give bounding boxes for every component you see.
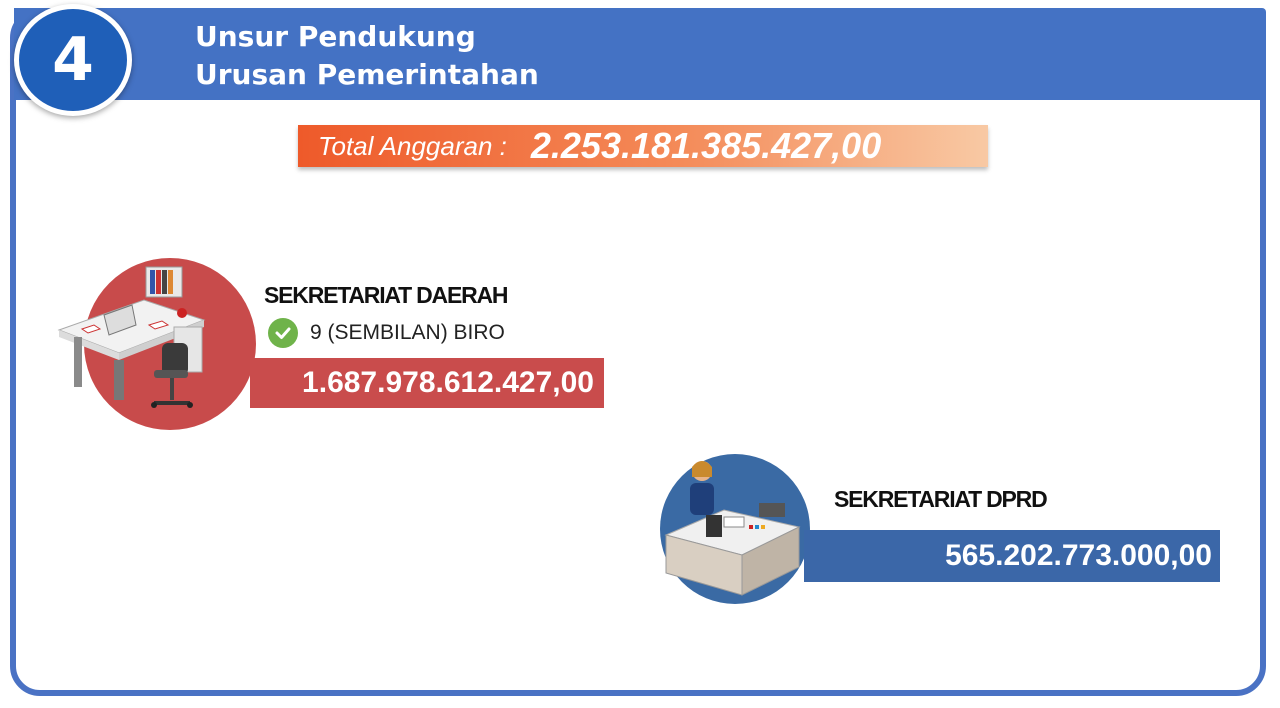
title-line-2: Urusan Pemerintahan xyxy=(195,58,539,91)
total-budget-bar: Total Anggaran : 2.253.181.385.427,00 xyxy=(298,125,988,167)
dprd-name: SEKRETARIAT DPRD xyxy=(834,486,1048,512)
receptionist-desk-icon xyxy=(664,461,801,596)
check-icon xyxy=(268,318,298,348)
office-desk-icon xyxy=(57,266,206,408)
header-bar xyxy=(14,8,1266,100)
title-line-1: Unsur Pendukung xyxy=(195,20,476,53)
total-budget-label: Total Anggaran : xyxy=(318,130,507,161)
section-number: 4 xyxy=(52,25,94,95)
sekda-detail-row: 9 (SEMBILAN) BIRO xyxy=(268,318,505,348)
sekda-amount-bar: 1.687.978.612.427,00 xyxy=(250,358,604,408)
total-budget-value: 2.253.181.385.427,00 xyxy=(530,125,882,166)
sekda-name: SEKRETARIAT DAERAH xyxy=(264,282,509,308)
section-number-badge: 4 xyxy=(14,4,132,116)
sekda-amount: 1.687.978.612.427,00 xyxy=(302,366,594,399)
page-title: Unsur Pendukung Urusan Pemerintahan xyxy=(195,18,539,94)
dprd-amount: 565.202.773.000,00 xyxy=(945,539,1212,572)
sekda-detail: 9 (SEMBILAN) BIRO xyxy=(310,321,505,344)
dprd-amount-bar: 565.202.773.000,00 xyxy=(804,530,1220,582)
